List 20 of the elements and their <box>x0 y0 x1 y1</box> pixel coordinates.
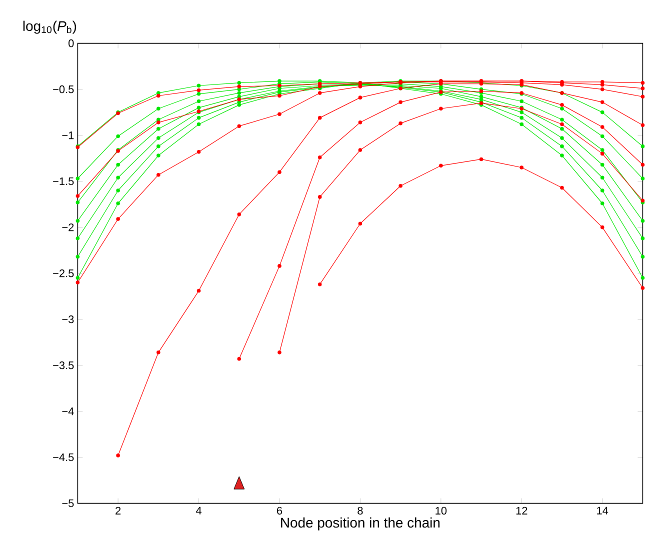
x-tick-label: 8 <box>358 506 363 515</box>
x-tick-label: 10 <box>436 506 447 515</box>
y-tick-label: −4 <box>62 408 74 416</box>
y-tick-label: −5 <box>62 499 74 508</box>
x-tick-label: 4 <box>196 506 202 514</box>
y-tick-label: −2.5 <box>53 269 74 278</box>
y-tick-label: −3.5 <box>53 361 74 370</box>
y-axis-title: log$_{10}$(P$_{b}$) <box>23 20 76 34</box>
y-tick-label: −2 <box>62 223 74 232</box>
x-tick-label: 6 <box>277 506 282 515</box>
y-tick-label: −4.5 <box>53 453 74 462</box>
y-tick-label: −0.5 <box>53 85 74 94</box>
x-axis-title: Node position in the chain <box>281 517 440 530</box>
y-tick-label: −3 <box>62 315 74 324</box>
x-tick-label: 14 <box>597 506 608 514</box>
y-tick-label: −1 <box>62 132 74 140</box>
x-tick-label: 12 <box>516 506 528 514</box>
y-tick-label: −1.5 <box>53 177 74 186</box>
y-tick-label: 0 <box>68 39 74 48</box>
x-tick-label: 2 <box>116 506 121 514</box>
